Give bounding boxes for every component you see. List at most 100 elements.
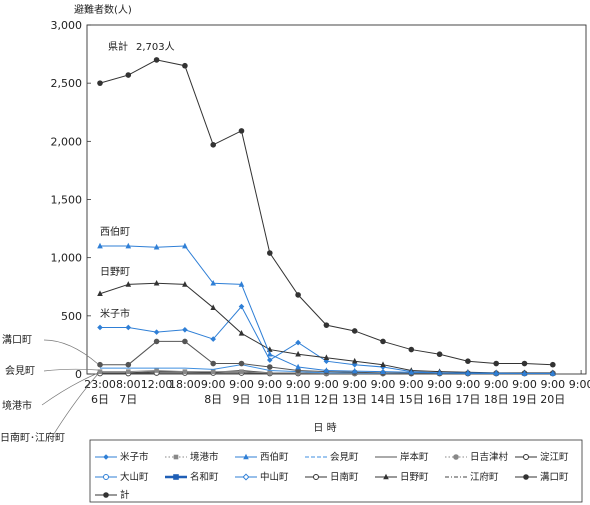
data-point bbox=[210, 336, 216, 342]
data-point bbox=[238, 128, 245, 134]
legend-item: 中山町 bbox=[235, 471, 289, 483]
data-point bbox=[243, 453, 249, 460]
x-tick-label-time: 9:00 bbox=[456, 378, 481, 391]
data-point bbox=[125, 324, 132, 331]
data-point bbox=[103, 454, 109, 460]
x-tick-label-time: 9:00 bbox=[286, 378, 311, 391]
data-point bbox=[351, 357, 358, 364]
data-point bbox=[154, 368, 159, 373]
data-point bbox=[153, 329, 160, 335]
x-tick-label-time: 9:00 bbox=[371, 378, 396, 391]
legend-label: 淀江町 bbox=[540, 451, 569, 463]
data-point bbox=[242, 473, 250, 481]
data-point bbox=[182, 369, 188, 374]
x-tick-label-day: 18日 bbox=[484, 393, 509, 406]
x-tick-label-time: 12:00 bbox=[141, 378, 173, 391]
data-point bbox=[295, 363, 301, 370]
legend-item: 日野町 bbox=[375, 472, 429, 483]
legend-label: 中山町 bbox=[260, 471, 289, 483]
x-tick-label-time: 9:00 bbox=[201, 378, 226, 391]
legend-box bbox=[89, 439, 583, 503]
data-point bbox=[239, 369, 244, 374]
x-tick-label-time: 9:00 bbox=[399, 378, 424, 391]
data-point bbox=[465, 369, 471, 376]
data-point bbox=[493, 369, 499, 376]
x-tick-label-day: 15日 bbox=[399, 393, 424, 406]
data-point bbox=[173, 454, 179, 460]
data-point bbox=[493, 360, 500, 367]
data-point bbox=[295, 339, 301, 346]
data-point bbox=[465, 358, 471, 365]
data-point bbox=[238, 360, 245, 367]
data-point bbox=[238, 329, 245, 336]
series-計 bbox=[97, 57, 556, 368]
plot-frame bbox=[86, 24, 587, 375]
legend-item: 岸本町 bbox=[375, 451, 429, 463]
x-tick-label-time: 9:00 bbox=[427, 378, 452, 391]
data-point bbox=[383, 473, 389, 480]
data-point bbox=[103, 492, 109, 498]
data-point bbox=[210, 279, 216, 286]
leader-aimi bbox=[43, 368, 99, 372]
legend-item: 境港市 bbox=[165, 451, 219, 463]
legend-item: 溝口町 bbox=[515, 471, 569, 483]
legend-item: 西伯町 bbox=[235, 451, 289, 463]
data-point bbox=[295, 350, 301, 357]
data-point bbox=[380, 368, 386, 374]
legend-item: 日南町 bbox=[305, 471, 359, 483]
data-point bbox=[323, 354, 330, 361]
leader-sakaiminato bbox=[41, 372, 99, 406]
x-tick-label-day: 17日 bbox=[455, 393, 480, 406]
data-point bbox=[153, 338, 160, 345]
y-tick-label: 1,000 bbox=[51, 252, 83, 265]
data-point bbox=[521, 370, 528, 376]
legend-item: 大山町 bbox=[95, 471, 149, 483]
x-tick-label-time: 9:00 bbox=[512, 378, 537, 391]
y-tick-label: 1,500 bbox=[51, 194, 83, 207]
x-tick-label-day: 6日 bbox=[91, 393, 109, 406]
y-tick-label: 500 bbox=[61, 310, 82, 323]
legend-label: 会見町 bbox=[330, 451, 359, 463]
data-point bbox=[323, 367, 330, 373]
data-point bbox=[97, 290, 103, 297]
data-point bbox=[97, 242, 103, 249]
plot-border bbox=[86, 24, 587, 375]
x-tick-label-day: 20日 bbox=[540, 393, 565, 406]
data-point bbox=[173, 474, 179, 480]
x-tick-label-day: 8日 bbox=[204, 393, 222, 406]
data-point bbox=[238, 303, 245, 310]
data-point bbox=[210, 369, 216, 374]
x-tick-label-time: 9:00 bbox=[540, 378, 565, 391]
x-tick-label-day: 9日 bbox=[233, 393, 251, 406]
series-line bbox=[100, 245, 553, 374]
series-米子市 bbox=[97, 303, 556, 377]
legend-item: 淀江町 bbox=[515, 451, 569, 463]
data-point bbox=[125, 281, 132, 287]
data-point bbox=[436, 351, 443, 358]
data-point bbox=[210, 142, 216, 148]
series-line bbox=[99, 59, 553, 366]
data-point bbox=[103, 474, 109, 480]
data-point bbox=[182, 242, 188, 249]
legend-item: 会見町 bbox=[305, 451, 359, 463]
data-point bbox=[550, 370, 556, 376]
data-point bbox=[408, 368, 415, 375]
annotation-saihaku: 西伯町 bbox=[100, 225, 130, 238]
legend-label: 境港市 bbox=[190, 451, 219, 463]
legend-item: 名和町 bbox=[165, 471, 219, 483]
annotation-total-value: 2,703人 bbox=[136, 41, 175, 53]
data-point bbox=[182, 62, 188, 69]
x-tick-label-time: 9:00 bbox=[229, 378, 254, 391]
data-point bbox=[267, 250, 273, 256]
data-point bbox=[238, 281, 245, 287]
y-axis-title: 避難者数(人) bbox=[74, 3, 132, 16]
x-tick-label-day: 13日 bbox=[342, 393, 367, 406]
data-point bbox=[125, 72, 132, 78]
legend-label: 西伯町 bbox=[260, 451, 289, 463]
x-axis-title: 日 時 bbox=[313, 422, 336, 434]
data-point bbox=[267, 370, 273, 376]
y-tick-label: 2,000 bbox=[51, 135, 83, 148]
